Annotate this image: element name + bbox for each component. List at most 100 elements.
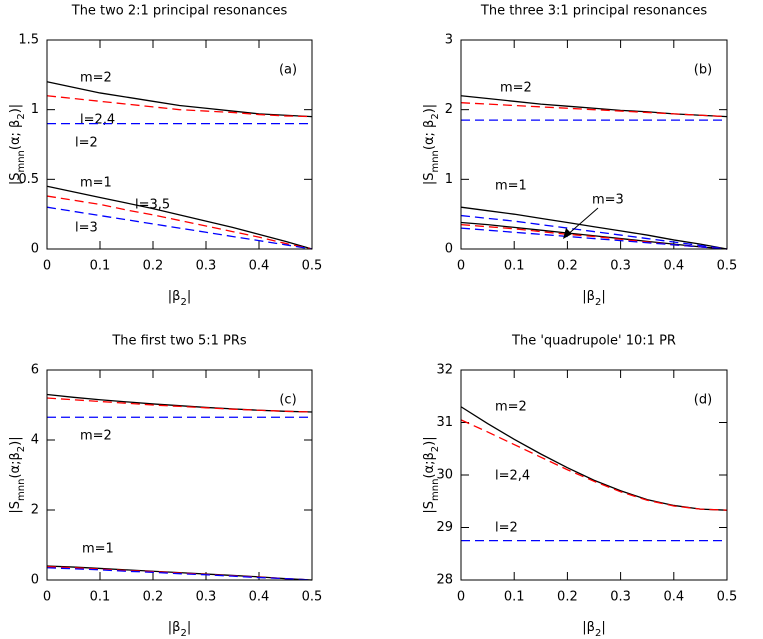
panel-label: (c): [279, 393, 296, 408]
x-axis-label: |β2|: [582, 620, 605, 639]
subscript: mnn: [430, 150, 441, 172]
series-label: l=2,4: [80, 113, 115, 128]
y-tick-label: 1.5: [18, 33, 39, 48]
chart-title: The 'quadrupole' 10:1 PR: [511, 334, 676, 349]
panel-label: (d): [694, 393, 712, 408]
y-axis-label: |Smnn(α; β2)|: [422, 104, 441, 185]
subscript: 2: [16, 446, 27, 452]
series-label: m=1: [80, 176, 112, 191]
series-line: [46, 81, 313, 118]
label-part: (α;β: [8, 452, 23, 478]
x-tick-label: 0.1: [90, 259, 111, 274]
x-tick-label: 0: [457, 590, 465, 605]
y-tick-label: 3: [445, 33, 453, 48]
y-tick-label: 4: [31, 433, 39, 448]
label-part: )|: [8, 104, 23, 113]
plot-frame: [460, 39, 728, 250]
subscript: mnn: [16, 150, 27, 172]
series-label: m=2: [80, 429, 112, 444]
label-part: |: [187, 620, 191, 635]
chart-title: The first two 5:1 PRs: [111, 334, 247, 349]
y-tick-label: 29: [436, 520, 453, 535]
label-part: )|: [422, 104, 437, 113]
x-tick-label: 0.3: [610, 259, 631, 274]
series-label: m=3: [592, 193, 624, 208]
panel-label: (b): [694, 63, 712, 78]
x-tick-label: 0.3: [196, 259, 217, 274]
plot-frame: [46, 39, 313, 250]
y-tick-label: 1: [445, 172, 453, 187]
label-part: |S: [8, 501, 23, 514]
x-tick-label: 0.3: [610, 590, 631, 605]
chart-title: The three 3:1 principal resonances: [480, 4, 707, 19]
series-line: [460, 206, 728, 250]
x-tick-label: 0.2: [143, 259, 164, 274]
plot-frame: [460, 369, 728, 581]
y-tick-label: 28: [436, 573, 453, 588]
x-tick-label: 0.4: [663, 590, 684, 605]
x-tick-label: 0.4: [249, 590, 270, 605]
series-label: m=2: [80, 71, 112, 86]
series-line: [46, 185, 313, 250]
y-tick-label: 1: [31, 102, 39, 117]
label-part: |: [187, 289, 191, 304]
label-part: |: [601, 289, 605, 304]
label-part: |β: [168, 620, 181, 635]
series-line: [460, 227, 728, 250]
series-label: l=2: [495, 521, 518, 536]
y-tick-label: 6: [31, 363, 39, 378]
label-part: |S: [422, 173, 437, 186]
y-tick-label: 32: [436, 363, 453, 378]
series-label: l=3,5: [135, 198, 170, 213]
x-tick-label: 0.1: [504, 590, 525, 605]
series-line: [46, 206, 313, 250]
label-part: )|: [8, 436, 23, 445]
subscript: 2: [180, 628, 186, 639]
series-line: [46, 567, 313, 581]
label-part: (α;β: [422, 452, 437, 478]
label-part: |β: [582, 289, 595, 304]
label-part: |S: [8, 173, 23, 186]
series-line: [460, 102, 728, 118]
y-tick-label: 30: [436, 468, 453, 483]
label-part: )|: [422, 436, 437, 445]
subscript: 2: [595, 628, 601, 639]
x-tick-label: 0.1: [90, 590, 111, 605]
x-axis-label: |β2|: [168, 289, 191, 308]
x-tick-label: 0.4: [663, 259, 684, 274]
x-tick-label: 0.4: [249, 259, 270, 274]
subscript: mnn: [16, 479, 27, 501]
x-tick-label: 0: [43, 259, 51, 274]
label-part: |: [601, 620, 605, 635]
series-label: m=1: [495, 179, 527, 194]
subscript: 2: [180, 297, 186, 308]
x-axis-label: |β2|: [582, 289, 605, 308]
label-part: |β: [582, 620, 595, 635]
x-tick-label: 0.2: [557, 590, 578, 605]
series-line: [460, 95, 728, 118]
label-part: (α; β: [422, 120, 437, 150]
y-axis-label: |Smnn(α;β2)|: [422, 436, 441, 513]
series-line: [46, 397, 313, 413]
series-label: l=2: [75, 136, 98, 151]
panel-label: (a): [279, 63, 297, 78]
chart-title: The two 2:1 principal resonances: [71, 4, 288, 19]
x-tick-label: 0.2: [557, 259, 578, 274]
label-part: |β: [168, 289, 181, 304]
subscript: 2: [430, 446, 441, 452]
series-label: l=3: [75, 221, 98, 236]
y-tick-label: 2: [31, 503, 39, 518]
series-label: m=1: [82, 542, 114, 557]
annotation-arrow: [565, 207, 599, 237]
series-line: [46, 566, 313, 581]
arrow-head: [563, 228, 572, 239]
label-part: |S: [422, 501, 437, 514]
series-line: [46, 95, 313, 118]
y-tick-label: 31: [436, 415, 453, 430]
plot-frame: [46, 369, 313, 581]
series-line: [460, 221, 728, 250]
series-label: m=2: [500, 81, 532, 96]
series-line: [46, 393, 313, 413]
subscript: 2: [595, 297, 601, 308]
